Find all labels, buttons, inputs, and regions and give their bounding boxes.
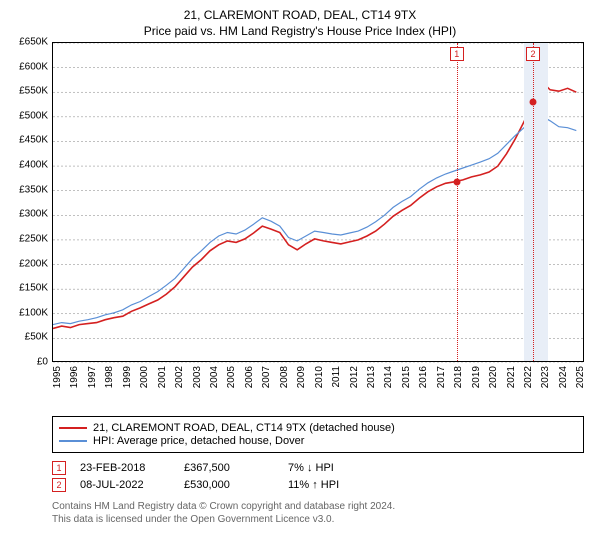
sale-date: 08-JUL-2022 [80,479,170,491]
sale-marker-box: 1 [450,47,464,61]
x-tick-label: 2018 [453,366,464,388]
y-tick-label: £0 [37,357,48,368]
y-tick-label: £600K [19,61,48,72]
x-tick-label: 2001 [157,366,168,388]
x-tick-label: 2008 [279,366,290,388]
sales-row: 2 08-JUL-2022 £530,000 11% ↑ HPI [52,478,584,492]
x-tick-label: 2015 [401,366,412,388]
sale-delta: 7% ↓ HPI [288,462,378,474]
x-tick-label: 2005 [226,366,237,388]
y-tick-label: £150K [19,283,48,294]
x-tick-label: 2021 [506,366,517,388]
plot-area: 12 [52,42,584,362]
x-tick-label: 2023 [540,366,551,388]
y-tick-label: £200K [19,258,48,269]
sale-marker-icon: 1 [52,461,66,475]
legend: 21, CLAREMONT ROAD, DEAL, CT14 9TX (deta… [52,416,584,453]
y-tick-label: £50K [25,332,48,343]
y-tick-label: £650K [19,37,48,48]
sale-vline [457,43,458,361]
x-tick-label: 2025 [575,366,586,388]
x-tick-label: 2006 [244,366,255,388]
sales-row: 1 23-FEB-2018 £367,500 7% ↓ HPI [52,461,584,475]
x-tick-label: 2017 [436,366,447,388]
y-tick-label: £250K [19,233,48,244]
sale-date: 23-FEB-2018 [80,462,170,474]
legend-label: HPI: Average price, detached house, Dove… [93,435,304,447]
highlight-band [524,43,548,361]
footer-line-1: Contains HM Land Registry data © Crown c… [52,500,584,513]
x-tick-label: 2011 [331,366,342,388]
chart-title: 21, CLAREMONT ROAD, DEAL, CT14 9TX [8,8,592,22]
x-tick-label: 2016 [418,366,429,388]
sale-price: £367,500 [184,462,274,474]
x-tick-label: 2024 [558,366,569,388]
x-tick-label: 1996 [69,366,80,388]
x-tick-label: 2007 [261,366,272,388]
x-tick-label: 2014 [383,366,394,388]
x-tick-label: 2003 [192,366,203,388]
y-tick-label: £450K [19,135,48,146]
x-tick-label: 1997 [87,366,98,388]
x-tick-label: 2000 [139,366,150,388]
y-axis: £0£50K£100K£150K£200K£250K£300K£350K£400… [8,42,50,362]
sale-point [453,179,460,186]
chart-svg [53,43,585,363]
legend-label: 21, CLAREMONT ROAD, DEAL, CT14 9TX (deta… [93,422,395,434]
x-tick-label: 2013 [366,366,377,388]
footer-note: Contains HM Land Registry data © Crown c… [52,500,584,526]
sale-price: £530,000 [184,479,274,491]
sale-point [530,99,537,106]
chart-container: 21, CLAREMONT ROAD, DEAL, CT14 9TX Price… [0,0,600,560]
sales-table: 1 23-FEB-2018 £367,500 7% ↓ HPI 2 08-JUL-2022… [52,461,584,492]
y-tick-label: £550K [19,86,48,97]
legend-item: 21, CLAREMONT ROAD, DEAL, CT14 9TX (deta… [59,422,577,434]
sale-vline [533,43,534,361]
x-tick-label: 1999 [122,366,133,388]
legend-item: HPI: Average price, detached house, Dove… [59,435,577,447]
x-tick-label: 2020 [488,366,499,388]
sale-marker-icon: 2 [52,478,66,492]
x-tick-label: 2010 [314,366,325,388]
sale-marker-box: 2 [526,47,540,61]
x-tick-label: 2022 [523,366,534,388]
x-tick-label: 2009 [296,366,307,388]
x-tick-label: 1995 [52,366,63,388]
x-axis: 1995 1996 1997 1998 1999 2000 2001 2002 2003 2004… [52,362,584,412]
legend-swatch [59,440,87,442]
y-tick-label: £350K [19,184,48,195]
legend-swatch [59,427,87,429]
x-tick-label: 2004 [209,366,220,388]
x-tick-label: 1998 [104,366,115,388]
x-tick-label: 2019 [471,366,482,388]
y-tick-label: £400K [19,160,48,171]
y-tick-label: £500K [19,110,48,121]
x-tick-label: 2002 [174,366,185,388]
footer-line-2: This data is licensed under the Open Gov… [52,513,584,526]
y-tick-label: £300K [19,209,48,220]
sale-delta: 11% ↑ HPI [288,479,378,491]
x-tick-label: 2012 [349,366,360,388]
y-tick-label: £100K [19,307,48,318]
chart-subtitle: Price paid vs. HM Land Registry's House … [8,24,592,38]
